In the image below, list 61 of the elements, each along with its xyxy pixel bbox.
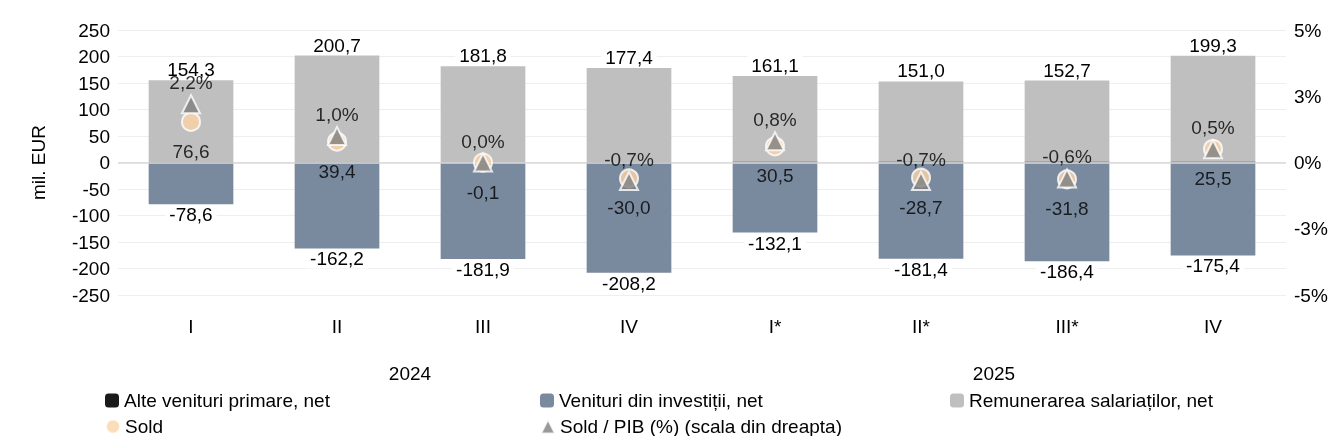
y-tick-label: 0 — [99, 152, 110, 173]
data-label: -181,9 — [456, 258, 510, 280]
x-tick-label: III — [475, 316, 491, 337]
data-label: -0,6% — [1042, 146, 1092, 168]
legend-label: Sold — [125, 416, 164, 437]
data-label: -175,4 — [1186, 255, 1241, 277]
y2-tick-label: 3% — [1294, 85, 1322, 107]
y-tick-label: -250 — [71, 284, 110, 306]
x-tick-label: IV — [1204, 316, 1223, 337]
data-label: 39,4 — [318, 160, 356, 182]
x-tick-label: IV — [620, 316, 639, 337]
data-label: 161,1 — [751, 55, 799, 77]
x-tick-label: II — [331, 316, 343, 337]
data-label: -132,1 — [748, 232, 802, 254]
y-tick-label: 250 — [78, 19, 110, 41]
text: 2025 — [972, 362, 1016, 384]
data-label: 0,5% — [1191, 117, 1235, 139]
y2-tick-label: -5% — [1294, 284, 1328, 306]
data-label: -0,7% — [896, 149, 946, 171]
y2-tick-label: 5% — [1294, 19, 1322, 41]
y2-tick-label: -3% — [1294, 218, 1328, 240]
data-label: -0,1 — [466, 181, 500, 203]
data-label: -181,4 — [894, 258, 949, 280]
x-tick-label: III* — [1055, 316, 1080, 337]
data-label: -30,0 — [607, 197, 651, 219]
data-label: -186,4 — [1040, 261, 1095, 283]
legend-label: Venituri din investiții, net — [559, 390, 764, 411]
legend-label: Remunerarea salariaților, net — [969, 390, 1214, 411]
y-tick-label: -100 — [71, 205, 110, 226]
text: 2024 — [388, 362, 432, 384]
data-label: 30,5 — [756, 165, 794, 187]
data-label: -0,7% — [604, 149, 654, 171]
y2-tick-label: 0% — [1294, 152, 1322, 173]
y-tick-label: -150 — [71, 231, 110, 253]
data-label: 151,0 — [897, 60, 945, 82]
y-axis-title: mil. EUR — [28, 125, 49, 200]
x-tick-label: II* — [912, 316, 931, 337]
data-label: -28,7 — [899, 196, 943, 218]
data-label: -208,2 — [602, 272, 656, 294]
y-tick-label: -200 — [71, 258, 110, 279]
y-tick-label: 50 — [88, 125, 110, 147]
data-label: 1,0% — [315, 104, 359, 125]
y-tick-label: 200 — [78, 46, 110, 67]
data-label: 0,0% — [461, 130, 505, 152]
data-label: 76,6 — [172, 140, 210, 162]
x-tick-label: I — [188, 316, 194, 337]
data-label: 199,3 — [1189, 34, 1237, 56]
data-label: 177,4 — [605, 46, 654, 68]
y-tick-label: 150 — [78, 72, 110, 94]
y-tick-label: 100 — [78, 99, 110, 120]
data-label: -162,2 — [310, 248, 364, 270]
data-label: 152,7 — [1043, 59, 1091, 81]
data-label: 181,8 — [459, 45, 507, 67]
data-label: 25,5 — [1194, 167, 1232, 189]
data-label: -78,6 — [169, 204, 213, 226]
x-tick-label: I* — [768, 316, 782, 337]
data-label: 0,8% — [753, 109, 797, 131]
data-label: 200,7 — [313, 34, 361, 56]
data-label: -31,8 — [1045, 198, 1089, 220]
legend-label: Alte venituri primare, net — [124, 390, 331, 411]
y-tick-label: -50 — [82, 178, 110, 200]
